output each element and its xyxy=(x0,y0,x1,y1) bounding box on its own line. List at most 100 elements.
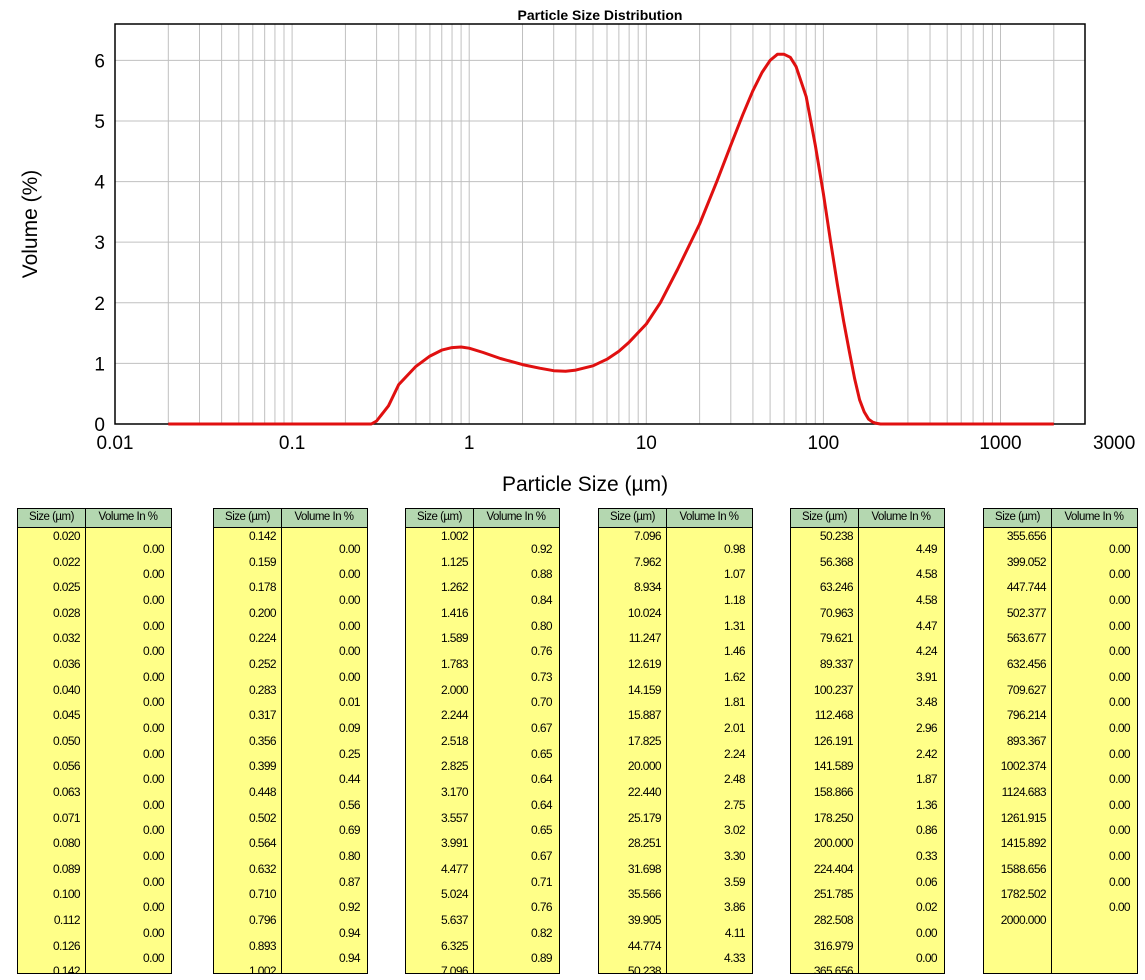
size-value: 1.416 xyxy=(440,605,469,620)
y-tick-label: 1 xyxy=(94,354,105,375)
size-value: 1.125 xyxy=(440,554,469,569)
size-value: 0.224 xyxy=(248,631,277,646)
size-header: Size (µm) xyxy=(802,511,847,523)
size-value: 796.214 xyxy=(1006,708,1047,723)
volume-value: 0.00 xyxy=(143,900,165,915)
volume-value: 0.00 xyxy=(339,669,361,684)
size-value: 1.262 xyxy=(440,580,469,595)
volume-value: 0.00 xyxy=(1109,823,1131,838)
size-value: 365.656 xyxy=(813,964,854,974)
x-tick-label: 3000 xyxy=(1093,433,1135,454)
size-value: 112.468 xyxy=(814,708,854,723)
size-value: 0.710 xyxy=(248,887,277,902)
size-value: 0.071 xyxy=(52,810,81,825)
size-value: 632.456 xyxy=(1006,657,1047,671)
size-value: 0.252 xyxy=(248,657,277,671)
size-value: 2.000 xyxy=(440,682,469,697)
volume-value: 0.00 xyxy=(1109,669,1131,684)
volume-value: 0.00 xyxy=(143,849,165,863)
size-value: 35.566 xyxy=(627,887,662,902)
size-value: 1415.892 xyxy=(1000,836,1047,851)
size-value: 0.089 xyxy=(52,861,81,876)
size-table: Size (µm) Volume In % 50.238 56.368 63.246 70… xyxy=(790,508,945,974)
size-value: 200.000 xyxy=(813,836,854,851)
volume-value: 0.92 xyxy=(339,900,361,915)
size-value: 0.564 xyxy=(248,836,277,851)
volume-value: 0.00 xyxy=(339,593,361,607)
size-value: 28.251 xyxy=(627,836,662,851)
size-value: 22.440 xyxy=(627,785,662,799)
size-value: 0.893 xyxy=(248,938,277,953)
volume-value: 1.62 xyxy=(724,669,746,684)
size-value: 141.589 xyxy=(813,759,854,774)
y-tick-label: 4 xyxy=(94,173,105,194)
volume-value: 2.24 xyxy=(724,746,746,761)
volume-value: 0.65 xyxy=(531,823,553,838)
size-value: 0.040 xyxy=(52,682,81,697)
volume-header: Volume In % xyxy=(294,511,354,523)
size-value: 2.825 xyxy=(440,759,469,774)
size-value: 0.025 xyxy=(52,580,81,595)
size-value: 0.050 xyxy=(52,733,81,748)
volume-value: 0.65 xyxy=(531,746,553,761)
volume-value: 0.00 xyxy=(143,695,165,710)
data-line-layer xyxy=(168,52,1054,426)
size-value: 79.621 xyxy=(819,631,854,646)
volume-value: 0.06 xyxy=(916,874,938,889)
size-value: 7.096 xyxy=(440,964,469,974)
size-value: 126.191 xyxy=(813,733,854,748)
volume-value: 0.92 xyxy=(531,541,553,556)
volume-value: 0.00 xyxy=(1109,721,1131,735)
size-value: 50.238 xyxy=(627,964,662,974)
size-value: 25.179 xyxy=(627,810,662,825)
size-table: Size (µm) Volume In % 0.020 0.022 0.025 0.028… xyxy=(17,508,172,974)
size-value: 355.656 xyxy=(1006,529,1047,543)
volume-value: 0.00 xyxy=(143,644,165,659)
column-divider xyxy=(473,509,474,973)
volume-value: 0.67 xyxy=(531,849,553,863)
volume-value: 0.00 xyxy=(143,618,165,633)
table-header: Size (µm) Volume In % xyxy=(406,509,559,528)
size-value: 1.002 xyxy=(440,529,469,543)
volume-value: 0.00 xyxy=(916,951,938,966)
size-value: 893.367 xyxy=(1006,733,1047,748)
volume-value: 0.00 xyxy=(143,541,165,556)
volume-value: 3.48 xyxy=(916,695,938,710)
volume-value: 0.09 xyxy=(339,721,361,735)
plot-frame xyxy=(114,23,1086,425)
volume-value: 0.82 xyxy=(531,925,553,940)
size-value: 502.377 xyxy=(1006,605,1047,620)
volume-value: 0.33 xyxy=(916,849,938,863)
size-value: 0.178 xyxy=(248,580,277,595)
volume-value: 0.67 xyxy=(531,721,553,735)
volume-value: 0.00 xyxy=(1109,900,1131,915)
volume-value: 0.00 xyxy=(143,567,165,582)
table-header: Size (µm) Volume In % xyxy=(984,509,1137,528)
volume-header: Volume In % xyxy=(871,511,931,523)
size-value: 0.045 xyxy=(52,708,81,723)
size-value: 0.317 xyxy=(248,708,277,723)
volume-value: 0.00 xyxy=(1109,797,1131,812)
volume-value: 0.00 xyxy=(1109,695,1131,710)
volume-value: 0.70 xyxy=(531,695,553,710)
x-tick-label: 1 xyxy=(464,433,475,454)
size-table: Size (µm) Volume In % 1.002 1.125 1.262 1.416… xyxy=(405,508,560,974)
size-value: 1782.502 xyxy=(1000,887,1047,902)
size-value: 0.080 xyxy=(52,836,81,851)
volume-value: 0.80 xyxy=(531,618,553,633)
volume-value: 1.18 xyxy=(724,593,746,607)
size-value: 0.502 xyxy=(248,810,277,825)
size-value: 2.518 xyxy=(440,733,469,748)
y-tick-label: 2 xyxy=(94,294,105,315)
y-tick-label: 3 xyxy=(94,233,105,254)
volume-value: 0.00 xyxy=(143,593,165,607)
size-value: 178.250 xyxy=(813,810,854,825)
volume-value: 0.84 xyxy=(531,593,553,607)
volume-value: 0.64 xyxy=(531,797,553,812)
volume-value: 4.33 xyxy=(724,951,746,966)
size-value: 251.785 xyxy=(813,887,854,902)
volume-value: 0.00 xyxy=(143,746,165,761)
chart-title: Particle Size Distribution xyxy=(518,7,683,23)
size-value: 50.238 xyxy=(819,529,854,543)
size-value: 282.508 xyxy=(813,913,854,927)
